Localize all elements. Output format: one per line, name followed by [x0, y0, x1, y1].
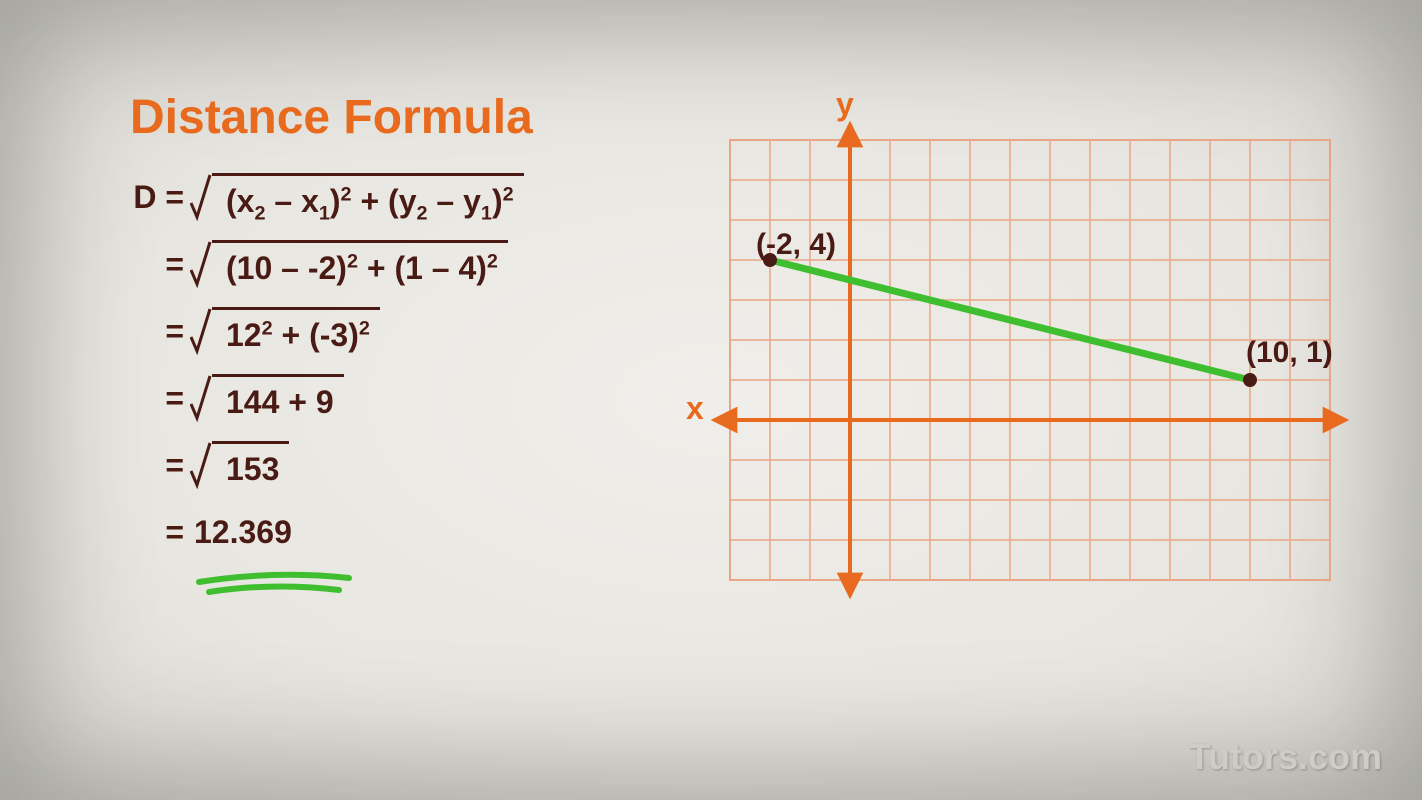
step-rhs: (10 – -2)2 + (1 – 4)2 — [190, 240, 508, 289]
radical-icon — [190, 307, 212, 355]
radical-icon — [190, 240, 212, 288]
step-lhs: = — [130, 508, 190, 556]
step-3: = 122 + (-3)2 — [130, 307, 690, 356]
step-rhs: 122 + (-3)2 — [190, 307, 380, 356]
point-label-1: (-2, 4) — [756, 228, 836, 262]
slide-title: Distance Formula — [130, 90, 690, 145]
underline-swoosh-icon — [194, 568, 354, 598]
y-axis-label: y — [836, 86, 854, 123]
step-2: = (10 – -2)2 + (1 – 4)2 — [130, 240, 690, 289]
watermark: Tutors.com — [1189, 736, 1382, 778]
step-5: = 153 — [130, 441, 690, 490]
graph-panel: y x (-2, 4) (10, 1) — [690, 80, 1352, 740]
step-rhs: 144 + 9 — [190, 374, 344, 423]
step-lhs: D = — [130, 173, 190, 221]
step-lhs: = — [130, 240, 190, 288]
step-lhs: = — [130, 441, 190, 489]
radical-icon — [190, 441, 212, 489]
step-lhs: = — [130, 307, 190, 355]
step-lhs: = — [130, 374, 190, 422]
step-rhs: (x2 – x1)2 + (y2 – y1)2 — [190, 173, 524, 222]
step-result: 12.369 — [190, 508, 292, 556]
step-4: = 144 + 9 — [130, 374, 690, 423]
point-label-2: (10, 1) — [1246, 336, 1333, 370]
step-6: = 12.369 — [130, 508, 690, 556]
radical-icon — [190, 374, 212, 422]
step-1: D = (x2 – x1)2 + (y2 – y1)2 — [130, 173, 690, 222]
coordinate-graph — [700, 100, 1360, 660]
x-axis-label: x — [686, 390, 704, 427]
formula-panel: Distance Formula D = (x2 – x1)2 + (y2 – … — [130, 80, 690, 740]
radical-icon — [190, 173, 212, 221]
step-rhs: 153 — [190, 441, 289, 490]
slide-container: Distance Formula D = (x2 – x1)2 + (y2 – … — [0, 0, 1422, 800]
